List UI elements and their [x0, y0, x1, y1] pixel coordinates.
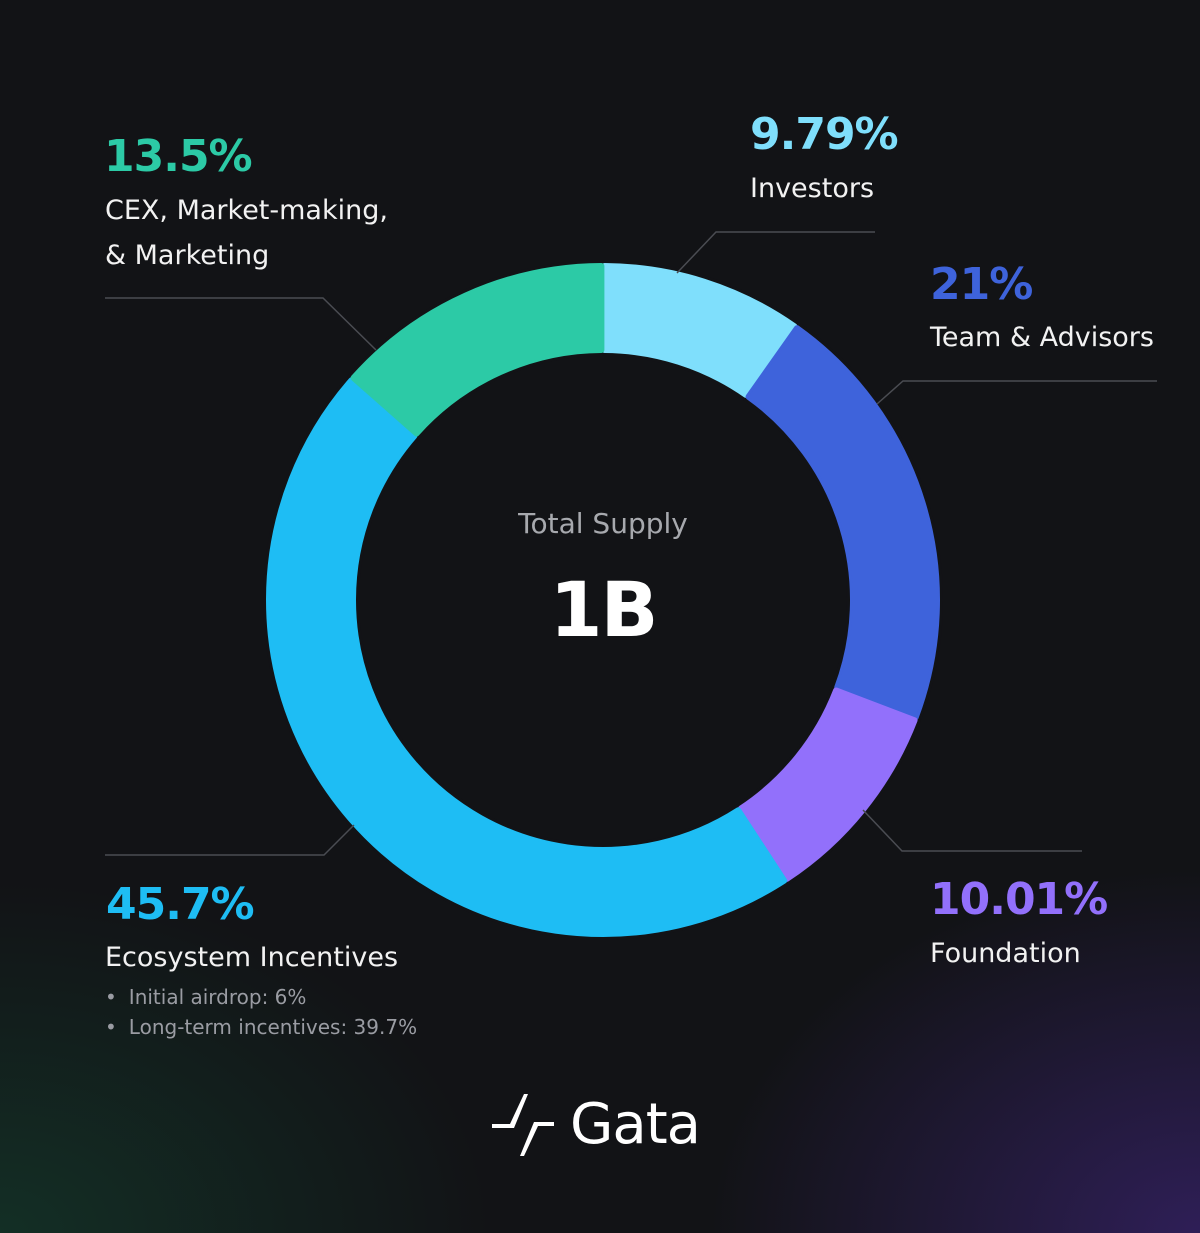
donut-segment-cex-fill	[350, 263, 605, 437]
donut-segment-foundation-fill	[737, 687, 918, 882]
investors-percent: 9.79%	[750, 109, 899, 160]
detail-long-term-incentives: Long-term incentives: 39.7%	[105, 1012, 417, 1042]
team-advisors-label: Team & Advisors	[930, 322, 1154, 353]
leader-line-foundation	[862, 809, 1082, 852]
ecosystem-details: Initial airdrop: 6% Long-term incentives…	[105, 982, 417, 1042]
leader-line-ecosystem	[105, 824, 355, 856]
ecosystem-percent: 45.7%	[106, 879, 255, 930]
brand-name: Gata	[570, 1092, 701, 1157]
donut-segment-ecosystem-fill	[266, 377, 788, 937]
cex-percent: 13.5%	[104, 131, 253, 182]
center-value: 1B	[549, 565, 659, 654]
detail-initial-airdrop: Initial airdrop: 6%	[105, 982, 417, 1012]
gata-logo-icon	[492, 1094, 554, 1156]
team-advisors-percent: 21%	[930, 259, 1033, 310]
leader-line-investors	[676, 231, 875, 274]
foundation-percent: 10.01%	[930, 874, 1108, 925]
foundation-label: Foundation	[930, 938, 1081, 969]
center-title: Total Supply	[518, 507, 688, 540]
donut-segment-team-advisors-fill	[745, 325, 940, 721]
donut-segment-investors-fill	[601, 263, 798, 398]
investors-label: Investors	[750, 173, 875, 204]
leader-line-cex	[105, 297, 377, 351]
leader-line-team	[876, 380, 1157, 405]
ecosystem-label: Ecosystem Incentives	[105, 942, 399, 973]
cex-label-line-2: & Marketing	[105, 240, 270, 271]
cex-label-line-1: CEX, Market-making,	[105, 195, 388, 226]
